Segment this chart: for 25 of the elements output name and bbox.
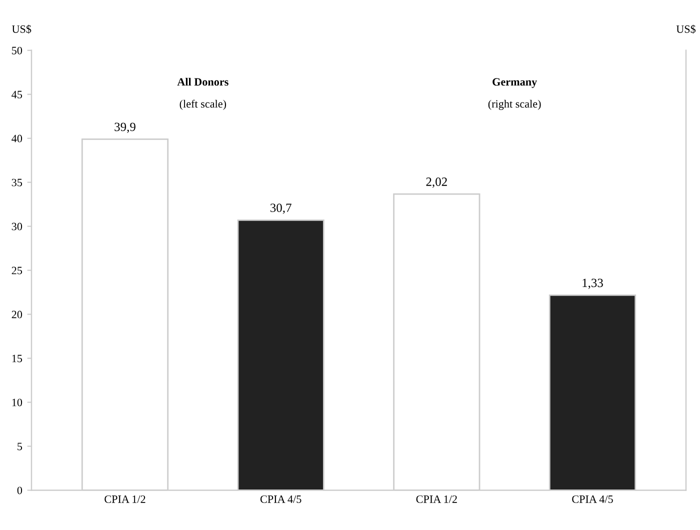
y-tick-label: 25 [12,266,22,274]
x-tick-label: CPIA 4/5 [572,495,613,503]
annotation: All Donors [177,78,228,86]
data-label: 1,33 [582,278,603,289]
annotation: Germany [492,78,537,88]
y-axis-title: US$ [12,24,32,34]
y-tick-label: 30 [12,222,22,230]
annotation: (left scale) [180,100,226,110]
data-label: 2,02 [426,178,447,188]
x-tick-label: CPIA 1/2 [416,495,457,503]
annotation: (right scale) [488,100,541,110]
x-tick-label: CPIA 1/2 [104,495,146,503]
data-label: 30,7 [270,204,292,214]
y-tick-label: 5 [18,442,22,450]
y-tick-label: 40 [12,134,22,142]
y-tick-label: 35 [12,178,22,186]
y-tick-label: 0 [17,486,22,494]
y2-axis-title: US$ [676,24,696,34]
y-tick-label: 10 [12,398,22,406]
data-label: 39,9 [114,122,136,133]
y-tick-label: 45 [12,90,22,98]
x-tick-label: CPIA 4/5 [260,495,302,503]
y-tick-label: 50 [12,46,22,54]
y-tick-label: 20 [12,310,22,318]
y-tick-label: 15 [12,354,22,362]
